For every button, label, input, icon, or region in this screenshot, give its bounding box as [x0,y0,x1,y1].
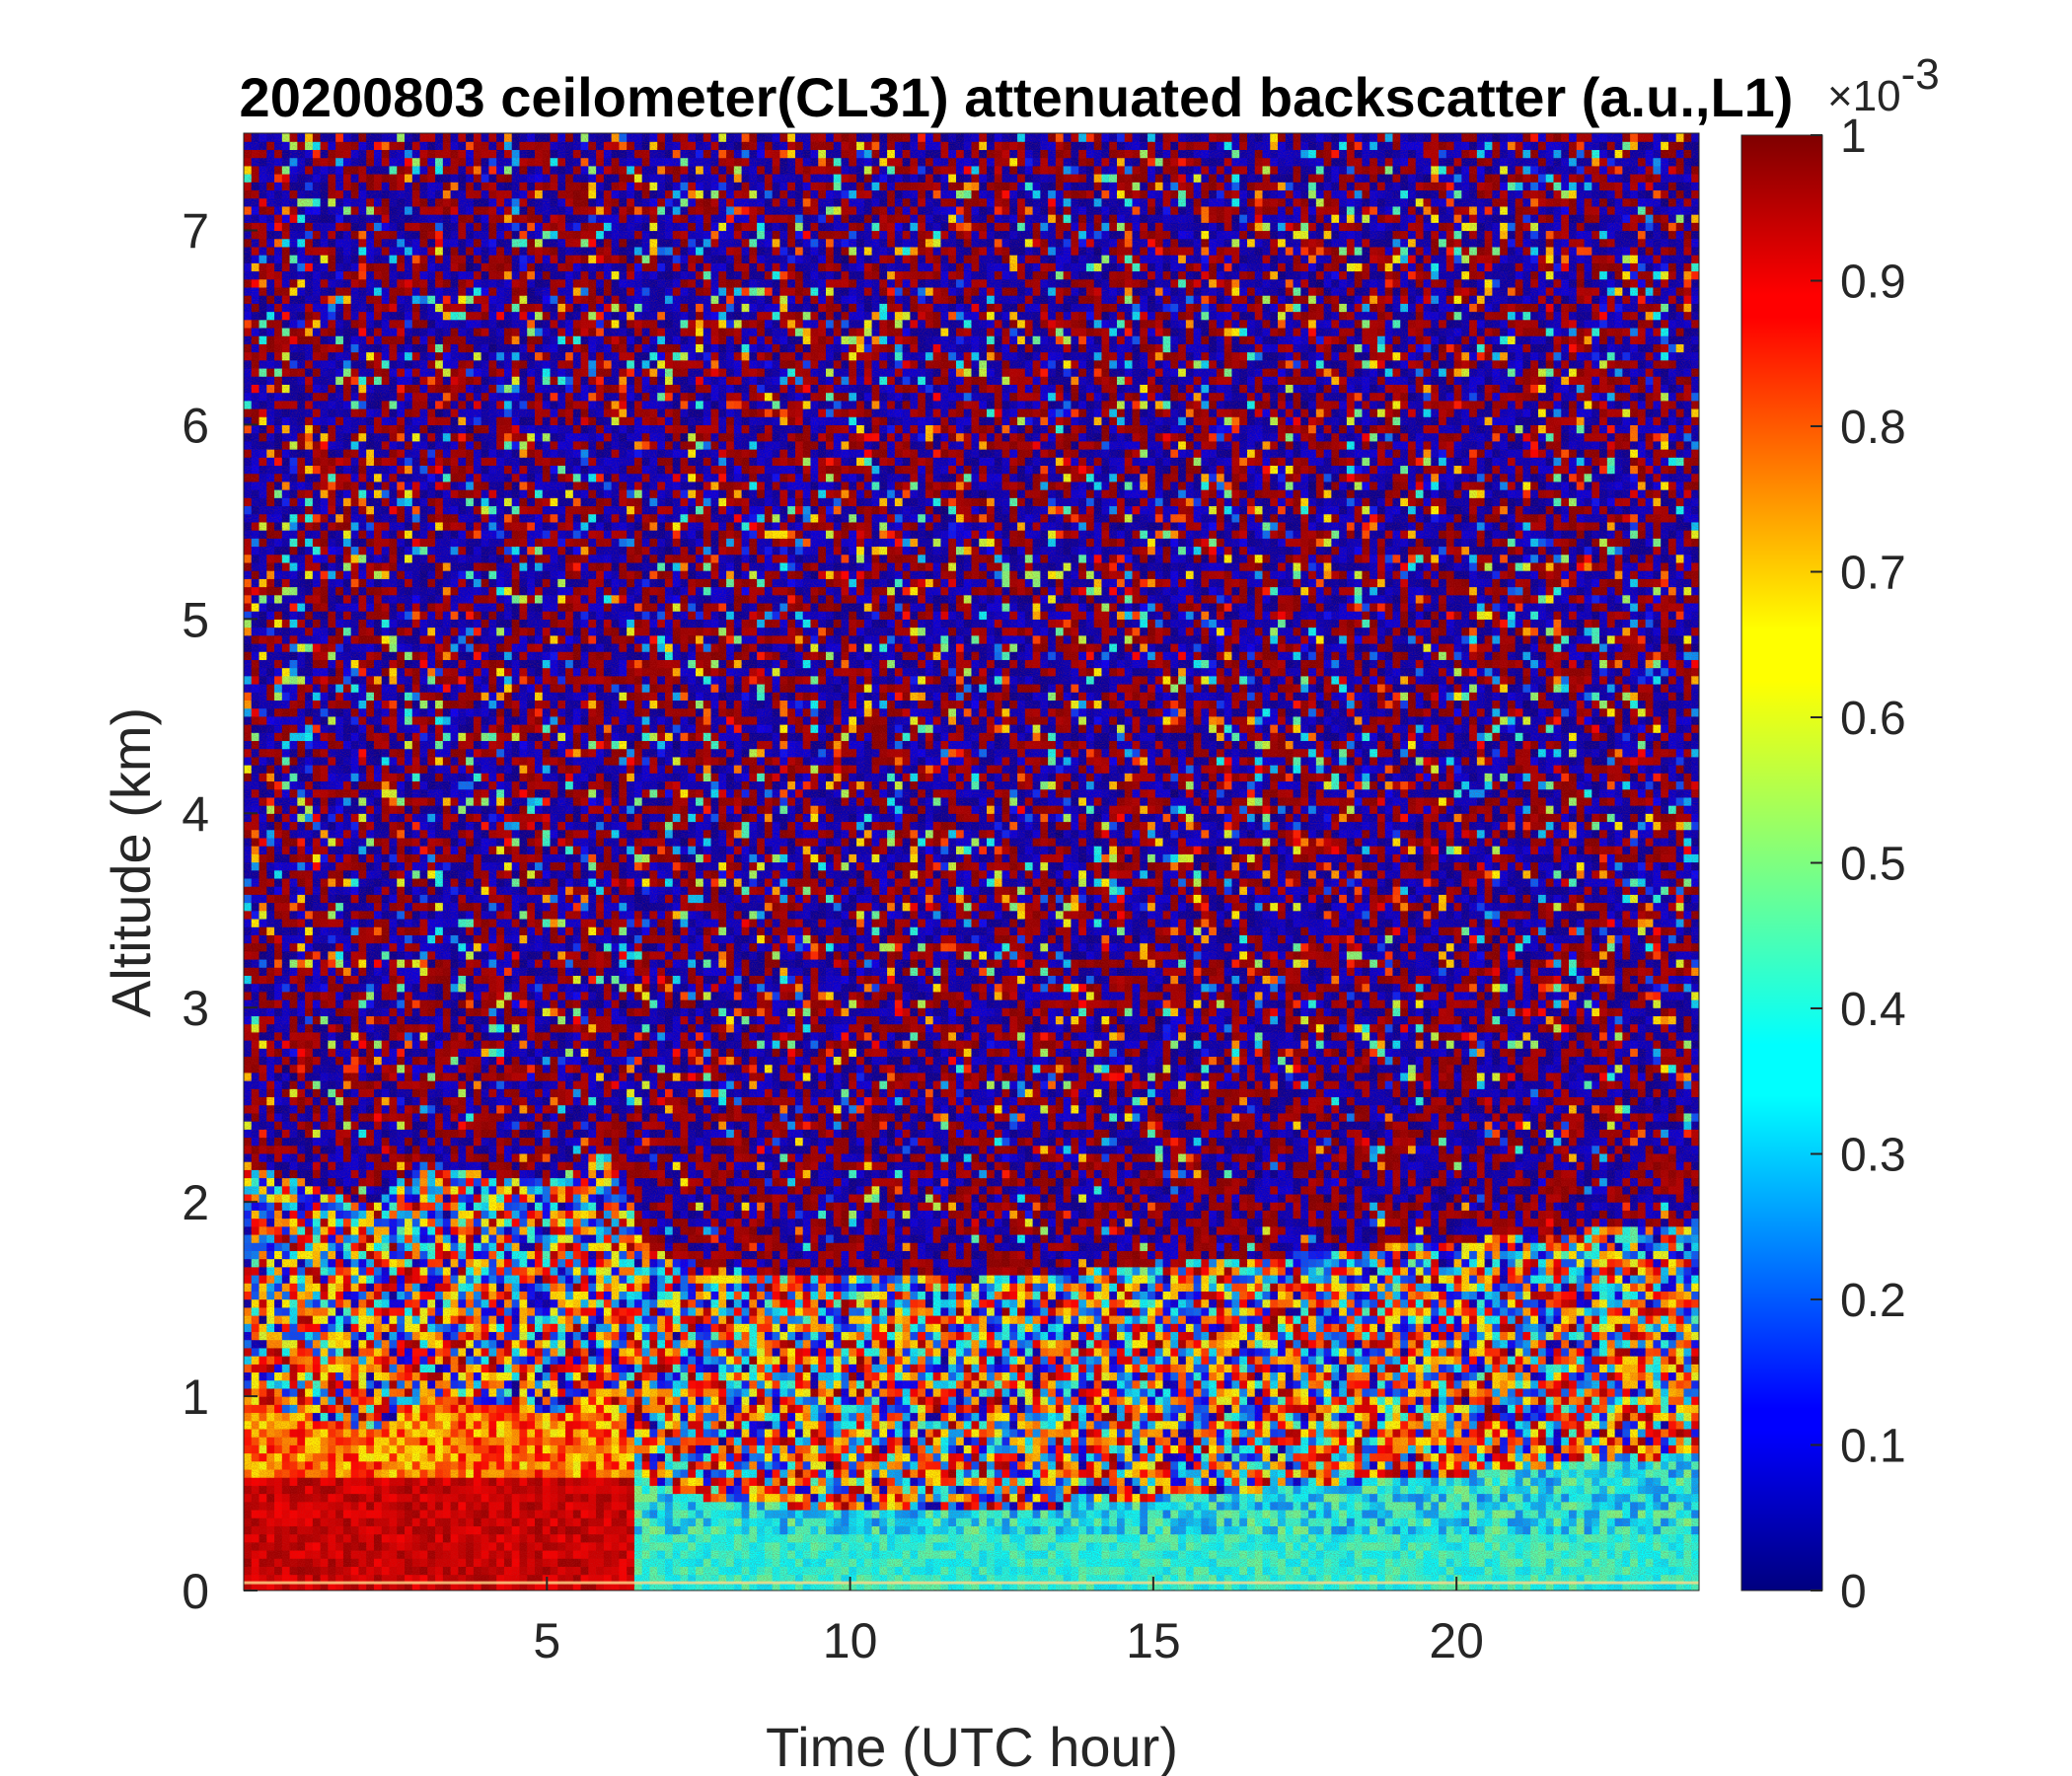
plot-area [244,133,1699,1591]
chart-title: 20200803 ceilometer(CL31) attenuated bac… [240,66,1794,128]
